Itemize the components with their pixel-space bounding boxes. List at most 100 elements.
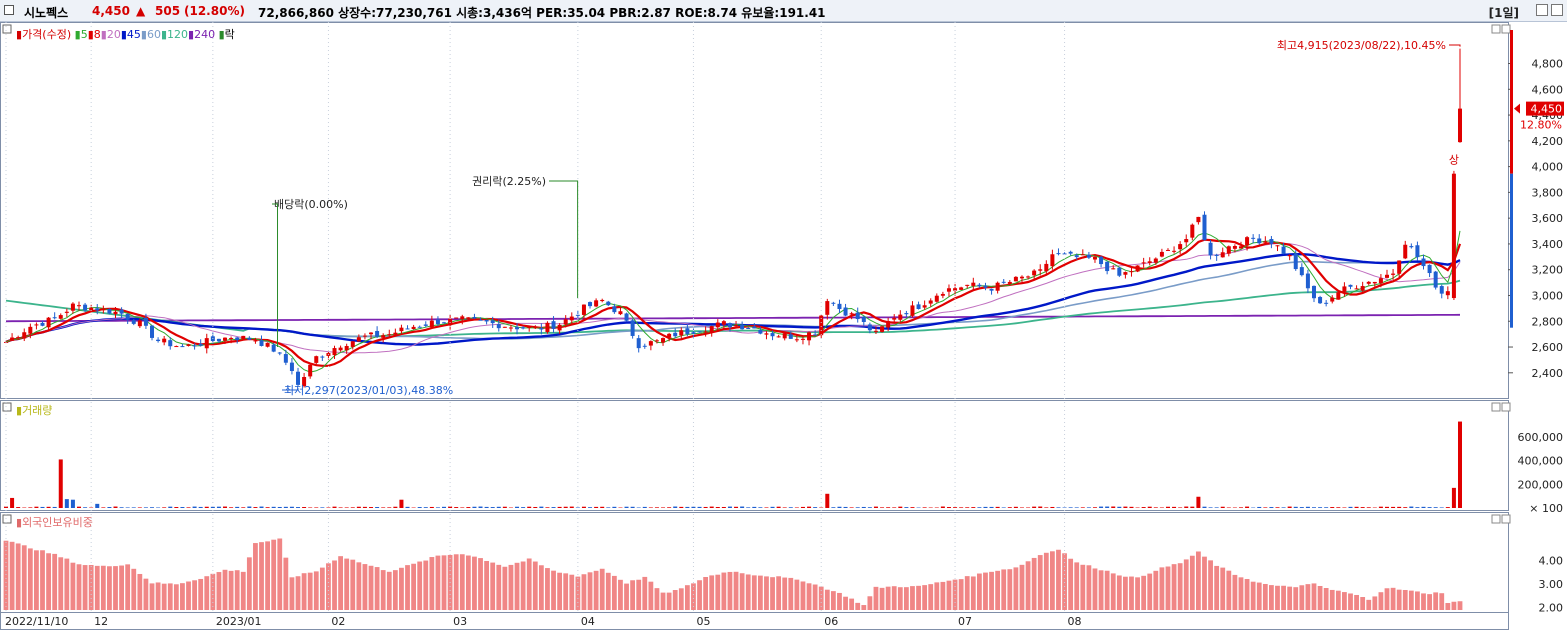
current-price: 4,450: [92, 4, 130, 18]
y-tick-label: 3,600: [1532, 212, 1564, 225]
rights-event-line: [549, 180, 579, 298]
candle: [1165, 249, 1170, 251]
foreign-ratio-bar: [691, 583, 696, 610]
volume-bar: [448, 506, 453, 508]
candle: [1378, 278, 1383, 284]
foreign-ratio-bar: [618, 579, 623, 610]
candle: [435, 319, 440, 325]
volume-bar: [910, 507, 915, 508]
foreign-ratio-bar: [1110, 573, 1116, 610]
foreign-ratio-bar: [867, 596, 873, 610]
y-tick-label: 4,800: [1532, 58, 1564, 71]
stock-chart[interactable]: 2022/11/10 12 2023/01 02 03 04 05 06 07 08 2,400 2,…: [0, 22, 1567, 630]
volume-bar: [210, 506, 215, 508]
volume-bar: [691, 506, 696, 508]
candle: [1214, 254, 1219, 256]
ma-legend-120[interactable]: ▮120: [160, 28, 189, 41]
y-tick-label: 2,800: [1532, 315, 1564, 328]
candle: [849, 313, 854, 315]
foreign-ratio-bar: [928, 584, 934, 610]
foreign-ratio-bar: [697, 580, 702, 610]
candle: [204, 338, 209, 349]
volume-bar: [1269, 507, 1274, 508]
panel-toggle-icon[interactable]: [4, 5, 14, 15]
foreign-ratio-bar: [995, 570, 1001, 610]
close-icon[interactable]: [1551, 4, 1563, 16]
candle: [1038, 269, 1043, 271]
last-price-box: [1526, 101, 1564, 116]
foreign-ratio-bar: [386, 571, 392, 610]
foreign-ratio-bar: [490, 562, 496, 610]
foreign-ratio-bar: [265, 541, 270, 610]
volume-bar: [271, 506, 276, 508]
volume-bar: [831, 507, 836, 508]
foreign-ratio-bar: [1220, 567, 1226, 610]
candle: [904, 313, 909, 315]
stock-name[interactable]: 시노펙스: [24, 6, 69, 20]
volume-bar: [1378, 506, 1383, 508]
volume-y-tick-label: 600,000: [1518, 431, 1564, 444]
foreign-ratio-bar: [879, 587, 885, 610]
foreign-ratio-bar: [1141, 575, 1147, 610]
maximize-icon[interactable]: [1536, 4, 1548, 16]
volume-bar: [101, 507, 106, 508]
candle: [1305, 273, 1310, 289]
foreign-ratio-bar: [1086, 565, 1092, 610]
foreign-ratio-bar: [727, 571, 733, 610]
volume-bar: [186, 507, 191, 508]
candle: [1451, 173, 1456, 299]
volume-bar: [296, 507, 301, 508]
foreign-ratio-bar: [350, 559, 356, 610]
volume-bar: [563, 506, 568, 508]
volume-bar: [283, 506, 288, 508]
volume-bar: [466, 507, 471, 508]
candle: [229, 338, 234, 340]
volume-bar: [314, 507, 319, 508]
volume-bar: [1287, 506, 1292, 508]
ma-legend-60[interactable]: ▮60: [140, 28, 161, 41]
volume-bar: [600, 506, 605, 508]
volume-bar: [727, 506, 732, 508]
period-selector[interactable]: [1일]: [1488, 6, 1519, 20]
foreign-ratio-bar: [800, 581, 806, 610]
volume-bar: [83, 507, 88, 508]
price-panel: [4, 48, 1462, 388]
foreign-ratio-bar: [1208, 560, 1213, 610]
candle: [1384, 274, 1389, 278]
ma-legend-5[interactable]: ▮5: [74, 28, 88, 41]
candle: [1299, 267, 1304, 276]
candle: [448, 318, 453, 326]
foreign-ratio-bar: [380, 570, 386, 610]
foreign-ratio-bar: [301, 573, 307, 610]
candle: [563, 319, 568, 325]
ma-legend-8[interactable]: ▮8: [87, 28, 101, 41]
foreign-ratio-bar: [332, 560, 337, 610]
candle: [600, 299, 605, 302]
ma-legend-45[interactable]: ▮45: [120, 28, 141, 41]
foreign-ratio-bar: [1390, 587, 1396, 610]
volume-bar: [679, 506, 684, 508]
foreign-ratio-bar: [484, 560, 490, 610]
candle: [460, 316, 465, 320]
foreign-ratio-bar: [228, 570, 234, 610]
candle: [1458, 108, 1462, 143]
ma-legend-20[interactable]: ▮20: [100, 28, 121, 41]
volume-bar: [788, 507, 793, 508]
foreign-ratio-bar: [1402, 589, 1408, 610]
ma-legend-240[interactable]: ▮240: [188, 28, 216, 41]
volume-bar: [764, 507, 769, 508]
foreign-ratio-bar: [958, 579, 964, 610]
volume-bar: [1403, 507, 1408, 508]
volume-bar: [1178, 507, 1183, 508]
foreign-ratio-bar: [897, 587, 903, 610]
foreign-ratio-bar: [1396, 589, 1402, 610]
volume-bar: [113, 506, 118, 508]
foreign-ratio-bar: [1074, 562, 1080, 610]
volume-bar: [612, 506, 617, 508]
candle: [886, 321, 891, 328]
candle: [1086, 254, 1091, 258]
candle: [1080, 254, 1085, 256]
candle: [758, 329, 763, 334]
volume-bar: [855, 507, 860, 508]
foreign-ratio-bar: [21, 545, 27, 610]
